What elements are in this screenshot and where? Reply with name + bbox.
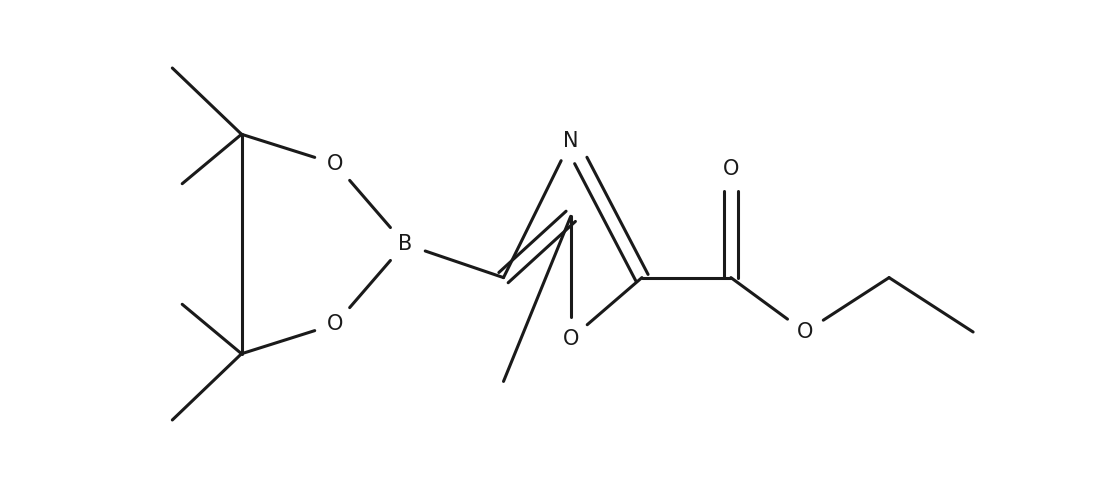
Text: N: N	[563, 131, 579, 151]
Text: O: O	[328, 314, 344, 334]
Text: O: O	[797, 322, 813, 342]
Text: O: O	[328, 154, 344, 174]
Text: O: O	[722, 159, 739, 179]
Text: B: B	[398, 234, 412, 254]
Text: O: O	[562, 329, 579, 349]
